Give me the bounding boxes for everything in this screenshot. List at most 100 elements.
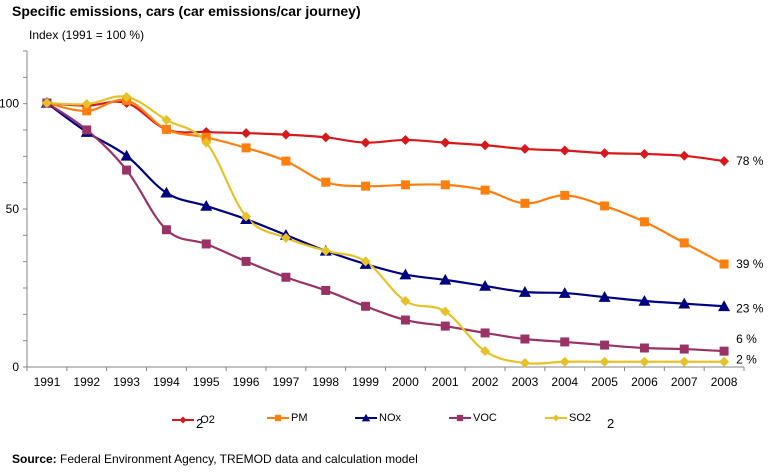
data-point-co2 bbox=[400, 134, 411, 145]
x-tick-label: 2008 bbox=[711, 375, 738, 389]
legend-label-pm: PM bbox=[291, 412, 308, 424]
legend-label-so2: SO2 bbox=[569, 412, 592, 424]
data-point-pm bbox=[281, 156, 291, 166]
line-chart: 0 50 100 1991 1992 1993 1994 1995 1996 1997 1998 19… bbox=[0, 50, 764, 389]
legend-swatch-voc bbox=[449, 414, 471, 422]
legend-extra-glyph: 2 bbox=[607, 416, 615, 431]
legend-item-nox: NOx bbox=[355, 412, 401, 424]
data-point-nox bbox=[718, 300, 731, 312]
data-point-so2 bbox=[440, 306, 451, 317]
data-point-so2 bbox=[161, 114, 172, 125]
data-point-pm bbox=[321, 177, 331, 187]
x-tick-label: 1999 bbox=[352, 375, 379, 389]
data-point-voc bbox=[560, 337, 570, 347]
legend-label-co2: O2 bbox=[200, 413, 215, 426]
legend-item-voc: VOC bbox=[449, 412, 497, 424]
data-point-nox bbox=[439, 273, 452, 285]
data-point-so2 bbox=[559, 356, 570, 367]
data-point-pm bbox=[719, 259, 729, 269]
data-point-voc bbox=[440, 321, 450, 331]
data-point-voc bbox=[321, 285, 331, 295]
axes: 0 50 100 1991 1992 1993 1994 1995 1996 1997 1998 19… bbox=[0, 50, 745, 389]
series-line-so2 bbox=[46, 95, 725, 365]
data-point-so2 bbox=[41, 98, 52, 108]
data-point-so2 bbox=[639, 356, 650, 367]
legend-marker bbox=[552, 414, 560, 422]
x-tick-label: 2002 bbox=[472, 375, 499, 389]
series-markers bbox=[40, 91, 731, 369]
legend: 2 O2 PM NOx VOC SO2 2 bbox=[0, 412, 768, 432]
end-label-voc: 6 % bbox=[736, 332, 757, 346]
data-point-nox bbox=[518, 286, 531, 297]
data-point-pm bbox=[361, 181, 371, 191]
data-point-pm bbox=[600, 201, 610, 211]
x-tick-label: 1993 bbox=[113, 375, 140, 389]
data-point-pm bbox=[679, 238, 689, 248]
data-point-voc bbox=[480, 328, 490, 338]
data-point-nox bbox=[160, 186, 173, 198]
data-point-so2 bbox=[480, 346, 491, 357]
end-label-nox: 23 % bbox=[736, 301, 764, 315]
series-line-voc bbox=[46, 102, 725, 353]
y-axis-label: Index (1991 = 100 %) bbox=[29, 28, 145, 42]
data-point-pm bbox=[82, 106, 92, 116]
data-point-so2 bbox=[400, 296, 411, 306]
data-point-voc bbox=[281, 272, 291, 282]
data-point-pm bbox=[480, 185, 490, 195]
legend-overlay-glyph: 2 bbox=[196, 416, 204, 431]
source-note: Source: Federal Environment Agency, TREM… bbox=[12, 452, 418, 466]
data-point-nox bbox=[479, 279, 492, 291]
data-point-voc bbox=[400, 315, 410, 325]
x-tick-label: 2006 bbox=[631, 375, 658, 389]
data-point-nox bbox=[558, 287, 571, 298]
data-point-pm bbox=[400, 180, 410, 190]
data-point-co2 bbox=[719, 156, 730, 167]
data-point-co2 bbox=[320, 132, 331, 143]
data-point-co2 bbox=[480, 140, 491, 151]
legend-marker bbox=[361, 413, 371, 422]
data-point-nox bbox=[399, 268, 412, 280]
x-tick-label: 1995 bbox=[193, 375, 220, 389]
end-label-so2: 2 % bbox=[736, 353, 757, 367]
x-tick-label: 1992 bbox=[73, 375, 100, 389]
data-point-nox bbox=[678, 297, 691, 309]
x-tick-label: 1998 bbox=[312, 375, 339, 389]
data-point-so2 bbox=[81, 99, 92, 110]
data-point-nox bbox=[598, 291, 611, 302]
series-lines bbox=[46, 95, 725, 365]
data-point-voc bbox=[639, 343, 649, 353]
legend-label-voc: VOC bbox=[473, 412, 497, 424]
data-point-pm bbox=[639, 217, 649, 227]
data-point-voc bbox=[122, 165, 132, 175]
end-label-co2: 78 % bbox=[736, 154, 764, 168]
data-point-so2 bbox=[519, 358, 530, 369]
data-point-nox bbox=[200, 199, 213, 211]
x-tick-label: 2001 bbox=[432, 375, 459, 389]
data-point-voc bbox=[361, 301, 371, 311]
end-labels: 78 % 39 % 23 % 6 % 2 % bbox=[736, 154, 764, 367]
data-point-so2 bbox=[320, 245, 331, 256]
legend-swatch-nox bbox=[355, 413, 377, 422]
data-point-co2 bbox=[440, 137, 451, 148]
x-tick-label: 1996 bbox=[233, 375, 260, 389]
data-point-voc bbox=[161, 225, 171, 235]
x-tick-label: 1997 bbox=[273, 375, 300, 389]
x-tick-label: 1994 bbox=[153, 375, 180, 389]
data-point-voc bbox=[520, 334, 530, 344]
data-point-so2 bbox=[280, 232, 291, 243]
data-point-pm bbox=[241, 143, 251, 153]
data-point-pm bbox=[520, 198, 530, 208]
data-point-pm bbox=[201, 132, 211, 142]
legend-item-so2: SO2 bbox=[545, 412, 591, 424]
legend-label-nox: NOx bbox=[379, 412, 401, 424]
data-point-voc bbox=[82, 125, 92, 135]
data-point-nox bbox=[120, 149, 133, 161]
data-point-so2 bbox=[201, 137, 212, 148]
data-point-co2 bbox=[639, 148, 650, 159]
data-point-voc bbox=[201, 239, 211, 249]
y-tick-label: 50 bbox=[6, 202, 20, 216]
legend-swatch-co2 bbox=[172, 416, 194, 423]
data-point-pm bbox=[161, 124, 171, 134]
data-point-so2 bbox=[679, 356, 690, 367]
series-line-pm bbox=[46, 98, 725, 266]
